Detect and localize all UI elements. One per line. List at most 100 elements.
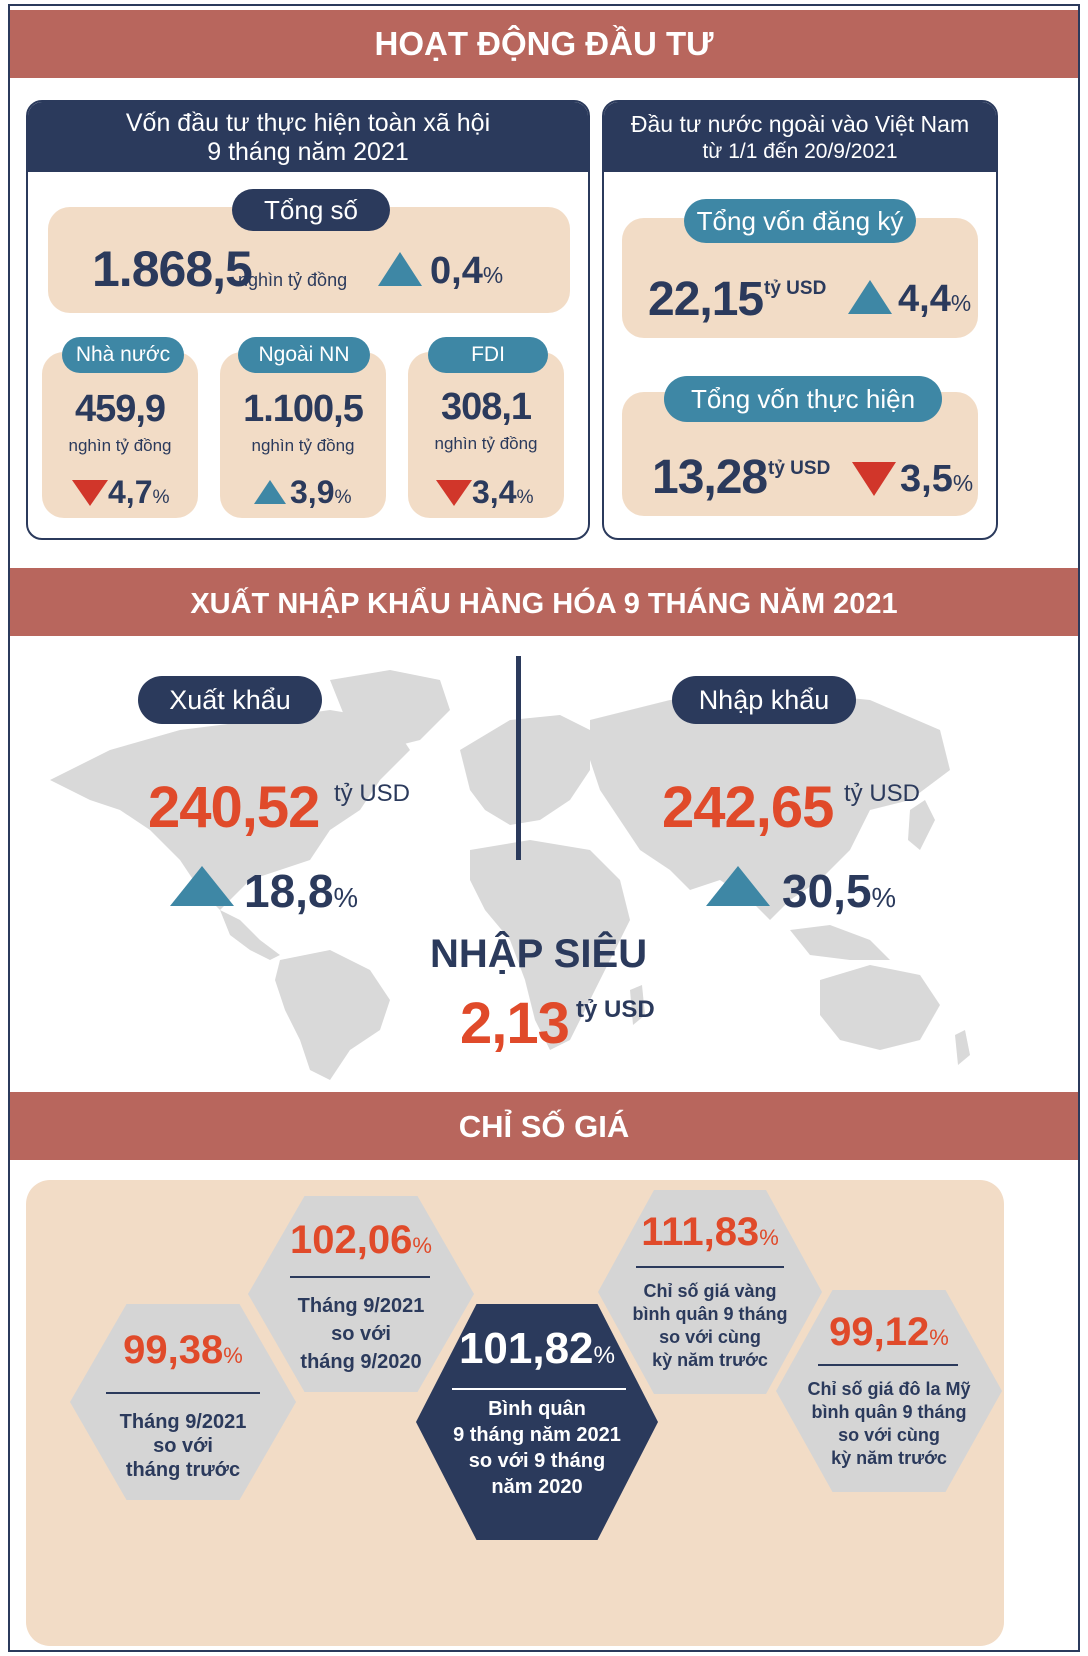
infographic-frame bbox=[8, 4, 1080, 1652]
state-change-value: 4,7 bbox=[108, 474, 153, 510]
state-value: 459,9 bbox=[74, 388, 166, 430]
non-state-change-value: 3,9 bbox=[290, 474, 335, 510]
trade-title: XUẤT NHẬP KHẨU HÀNG HÓA 9 THÁNG NĂM 2021 bbox=[190, 588, 898, 620]
hex3-percent: % bbox=[593, 1342, 616, 1369]
hex1-line2: so với bbox=[153, 1435, 213, 1457]
deficit-value: 2,13 bbox=[460, 991, 570, 1056]
registered-change-percent: % bbox=[950, 290, 972, 316]
hex1-divider bbox=[106, 1392, 260, 1394]
total-label-pill: Tổng số bbox=[232, 189, 390, 231]
hex3-caption: Bình quân 9 tháng năm 2021 so với 9 thán… bbox=[416, 1396, 658, 1500]
trade-banner: XUẤT NHẬP KHẨU HÀNG HÓA 9 THÁNG NĂM 2021 bbox=[10, 568, 1078, 636]
social-title-line2: 9 tháng năm 2021 bbox=[207, 138, 409, 166]
non-state-change: 3,9% bbox=[290, 474, 352, 511]
hex5-line4: kỳ năm trước bbox=[831, 1448, 947, 1468]
social-investment-header: Vốn đầu tư thực hiện toàn xã hội 9 tháng… bbox=[28, 102, 588, 172]
import-change-value: 30,5 bbox=[782, 865, 872, 917]
fdi-change: 3,4% bbox=[472, 474, 534, 511]
registered-label-pill: Tổng vốn đăng ký bbox=[684, 199, 916, 243]
deficit-label: NHẬP SIÊU bbox=[430, 932, 648, 976]
registered-change-value: 4,4 bbox=[898, 278, 951, 320]
hex4-value-number: 111,83 bbox=[641, 1210, 760, 1254]
hex3-line1: Bình quân bbox=[488, 1398, 586, 1420]
hex2-line3: tháng 9/2020 bbox=[300, 1351, 422, 1373]
export-label: Xuất khẩu bbox=[169, 685, 291, 715]
hex3-value: 101,82% bbox=[416, 1324, 658, 1374]
state-down-arrow-icon bbox=[72, 480, 108, 506]
social-title-line1: Vốn đầu tư thực hiện toàn xã hội bbox=[125, 109, 491, 137]
state-card bbox=[42, 352, 198, 518]
registered-value: 22,15 bbox=[648, 273, 764, 326]
import-change-percent: % bbox=[871, 882, 897, 913]
registered-unit: tỷ USD bbox=[764, 278, 827, 299]
hex2-caption: Tháng 9/2021 so với tháng 9/2020 bbox=[248, 1292, 474, 1376]
export-change: 18,8% bbox=[244, 864, 358, 918]
export-label-pill: Xuất khẩu bbox=[138, 676, 322, 724]
import-label: Nhập khẩu bbox=[698, 685, 830, 715]
price-banner: CHỈ SỐ GIÁ bbox=[10, 1092, 1078, 1160]
investment-title: HOẠT ĐỘNG ĐẦU TƯ bbox=[374, 25, 714, 62]
total-unit: nghìn tỷ đồng bbox=[238, 270, 348, 290]
non-state-value: 1.100,5 bbox=[243, 388, 364, 430]
hex2-line2: so với bbox=[331, 1323, 391, 1345]
export-unit: tỷ USD bbox=[334, 780, 411, 807]
hex5-divider bbox=[818, 1364, 958, 1366]
state-unit: nghìn tỷ đồng bbox=[68, 436, 172, 455]
hex4-line4: kỳ năm trước bbox=[652, 1350, 768, 1370]
fdi-unit: nghìn tỷ đồng bbox=[434, 434, 538, 453]
hex1-line1: Tháng 9/2021 bbox=[119, 1411, 247, 1433]
hex4-divider bbox=[636, 1266, 784, 1268]
hex4-percent: % bbox=[759, 1225, 779, 1250]
fdi-value: 308,1 bbox=[440, 386, 532, 428]
non-state-unit: nghìn tỷ đồng bbox=[251, 436, 355, 455]
fdi-change-value: 3,4 bbox=[472, 474, 517, 510]
foreign-title-line1: Đầu tư nước ngoài vào Việt Nam bbox=[630, 111, 970, 137]
total-change-value: 0,4 bbox=[430, 250, 483, 292]
hex2-percent: % bbox=[412, 1233, 432, 1258]
fdi-change-percent: % bbox=[516, 487, 534, 508]
state-change-percent: % bbox=[152, 487, 170, 508]
state-label-pill: Nhà nước bbox=[62, 337, 184, 373]
import-value: 242,65 bbox=[662, 775, 834, 840]
hex-nine-month-average bbox=[416, 1304, 658, 1540]
hex4-line2: bình quân 9 tháng bbox=[632, 1304, 788, 1324]
world-map-icon bbox=[50, 670, 970, 1080]
hex2-value-number: 102,06 bbox=[290, 1218, 413, 1262]
implemented-label-pill: Tổng vốn thực hiện bbox=[664, 376, 942, 422]
price-title: CHỈ SỐ GIÁ bbox=[458, 1109, 630, 1144]
registered-up-arrow-icon bbox=[848, 280, 892, 314]
export-value: 240,52 bbox=[148, 775, 320, 840]
non-state-up-arrow-icon bbox=[254, 480, 286, 504]
total-change-percent: % bbox=[482, 262, 504, 288]
fdi-label: FDI bbox=[471, 343, 505, 366]
registered-change: 4,4% bbox=[898, 278, 971, 321]
import-unit: tỷ USD bbox=[844, 780, 921, 807]
hex5-line3: so với cùng bbox=[838, 1425, 940, 1445]
fdi-card bbox=[408, 352, 564, 518]
registered-label: Tổng vốn đăng ký bbox=[696, 206, 904, 236]
implemented-unit: tỷ USD bbox=[768, 458, 831, 479]
hex5-caption: Chỉ số giá đô la Mỹ bình quân 9 tháng so… bbox=[776, 1378, 1002, 1470]
implemented-down-arrow-icon bbox=[852, 462, 896, 496]
non-state-label-pill: Ngoài NN bbox=[238, 337, 370, 373]
hex5-line1: Chỉ số giá đô la Mỹ bbox=[807, 1379, 971, 1399]
state-change: 4,7% bbox=[108, 474, 170, 511]
non-state-card bbox=[220, 352, 386, 518]
export-up-arrow-icon bbox=[170, 866, 234, 906]
hex2-divider bbox=[290, 1276, 430, 1278]
deficit-unit: tỷ USD bbox=[576, 996, 655, 1023]
hex4-value: 111,83% bbox=[598, 1210, 822, 1255]
hex5-percent: % bbox=[929, 1325, 949, 1350]
hex3-value-number: 101,82 bbox=[458, 1324, 594, 1373]
hex3-line2: 9 tháng năm 2021 bbox=[453, 1424, 621, 1446]
hex1-line3: tháng trước bbox=[125, 1459, 241, 1481]
implemented-change-value: 3,5 bbox=[900, 458, 953, 500]
trade-divider bbox=[516, 656, 521, 860]
non-state-label: Ngoài NN bbox=[258, 343, 350, 366]
implemented-change: 3,5% bbox=[900, 458, 973, 501]
state-label: Nhà nước bbox=[75, 343, 171, 366]
hex2-line1: Tháng 9/2021 bbox=[297, 1295, 425, 1317]
import-change: 30,5% bbox=[782, 864, 896, 918]
hex1-value-number: 99,38 bbox=[123, 1328, 224, 1372]
export-change-percent: % bbox=[333, 882, 359, 913]
